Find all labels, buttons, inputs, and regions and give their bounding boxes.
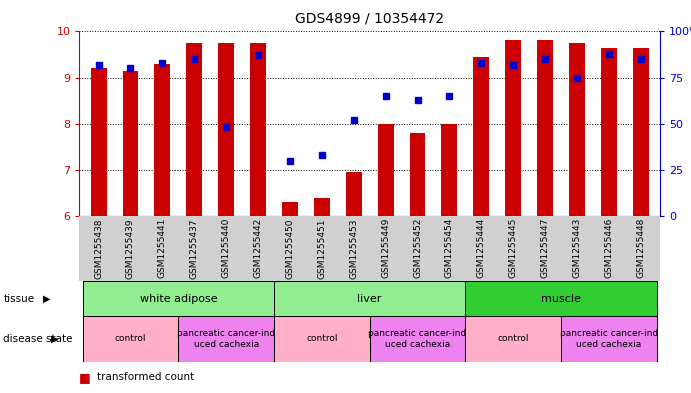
Text: pancreatic cancer-ind
uced cachexia: pancreatic cancer-ind uced cachexia <box>560 329 658 349</box>
Bar <box>505 40 521 216</box>
Bar <box>314 198 330 216</box>
Text: GSM1255443: GSM1255443 <box>572 218 582 279</box>
Bar <box>250 43 266 216</box>
Text: pancreatic cancer-ind
uced cachexia: pancreatic cancer-ind uced cachexia <box>368 329 466 349</box>
Bar <box>83 316 178 362</box>
Bar <box>122 71 138 216</box>
Bar <box>91 68 106 216</box>
Text: GSM1255446: GSM1255446 <box>605 218 614 279</box>
Text: GSM1255454: GSM1255454 <box>445 218 454 279</box>
Bar <box>83 281 274 316</box>
Bar <box>346 172 361 216</box>
Text: GSM1255452: GSM1255452 <box>413 218 422 279</box>
Text: control: control <box>115 334 146 343</box>
Text: GSM1255450: GSM1255450 <box>285 218 294 279</box>
Text: GSM1255451: GSM1255451 <box>317 218 326 279</box>
Text: GSM1255447: GSM1255447 <box>540 218 549 279</box>
Text: tissue: tissue <box>3 294 35 304</box>
Text: GSM1255439: GSM1255439 <box>126 218 135 279</box>
Bar <box>187 43 202 216</box>
Bar <box>378 124 394 216</box>
Bar <box>274 281 465 316</box>
Text: liver: liver <box>357 294 382 304</box>
Bar <box>473 57 489 216</box>
Text: GSM1255440: GSM1255440 <box>222 218 231 279</box>
Text: muscle: muscle <box>541 294 581 304</box>
Bar <box>442 124 457 216</box>
Text: GSM1255448: GSM1255448 <box>636 218 645 279</box>
Bar <box>465 316 561 362</box>
Text: disease state: disease state <box>3 334 73 344</box>
Bar <box>537 40 553 216</box>
Text: pancreatic cancer-ind
uced cachexia: pancreatic cancer-ind uced cachexia <box>177 329 275 349</box>
Text: white adipose: white adipose <box>140 294 217 304</box>
Bar <box>601 48 617 216</box>
Text: GSM1255442: GSM1255442 <box>254 218 263 278</box>
Bar <box>370 316 465 362</box>
Bar <box>274 316 370 362</box>
Text: GSM1255444: GSM1255444 <box>477 218 486 278</box>
Text: GSM1255453: GSM1255453 <box>349 218 358 279</box>
Text: control: control <box>498 334 529 343</box>
Bar <box>282 202 298 216</box>
Text: GSM1255437: GSM1255437 <box>190 218 199 279</box>
Text: transformed count: transformed count <box>97 372 194 382</box>
Text: GSM1255441: GSM1255441 <box>158 218 167 279</box>
Text: ▶: ▶ <box>43 294 50 304</box>
Text: ■: ■ <box>79 371 95 384</box>
Bar <box>178 316 274 362</box>
Bar <box>465 281 656 316</box>
Text: GSM1255445: GSM1255445 <box>509 218 518 279</box>
Text: GSM1255449: GSM1255449 <box>381 218 390 279</box>
Text: GSM1255438: GSM1255438 <box>94 218 103 279</box>
Text: control: control <box>306 334 338 343</box>
Bar <box>218 43 234 216</box>
Text: GDS4899 / 10354472: GDS4899 / 10354472 <box>295 12 444 26</box>
Bar <box>569 43 585 216</box>
Bar <box>154 64 171 216</box>
Text: ▶: ▶ <box>51 334 59 344</box>
Bar <box>410 133 426 216</box>
Bar <box>633 48 649 216</box>
Bar <box>561 316 656 362</box>
